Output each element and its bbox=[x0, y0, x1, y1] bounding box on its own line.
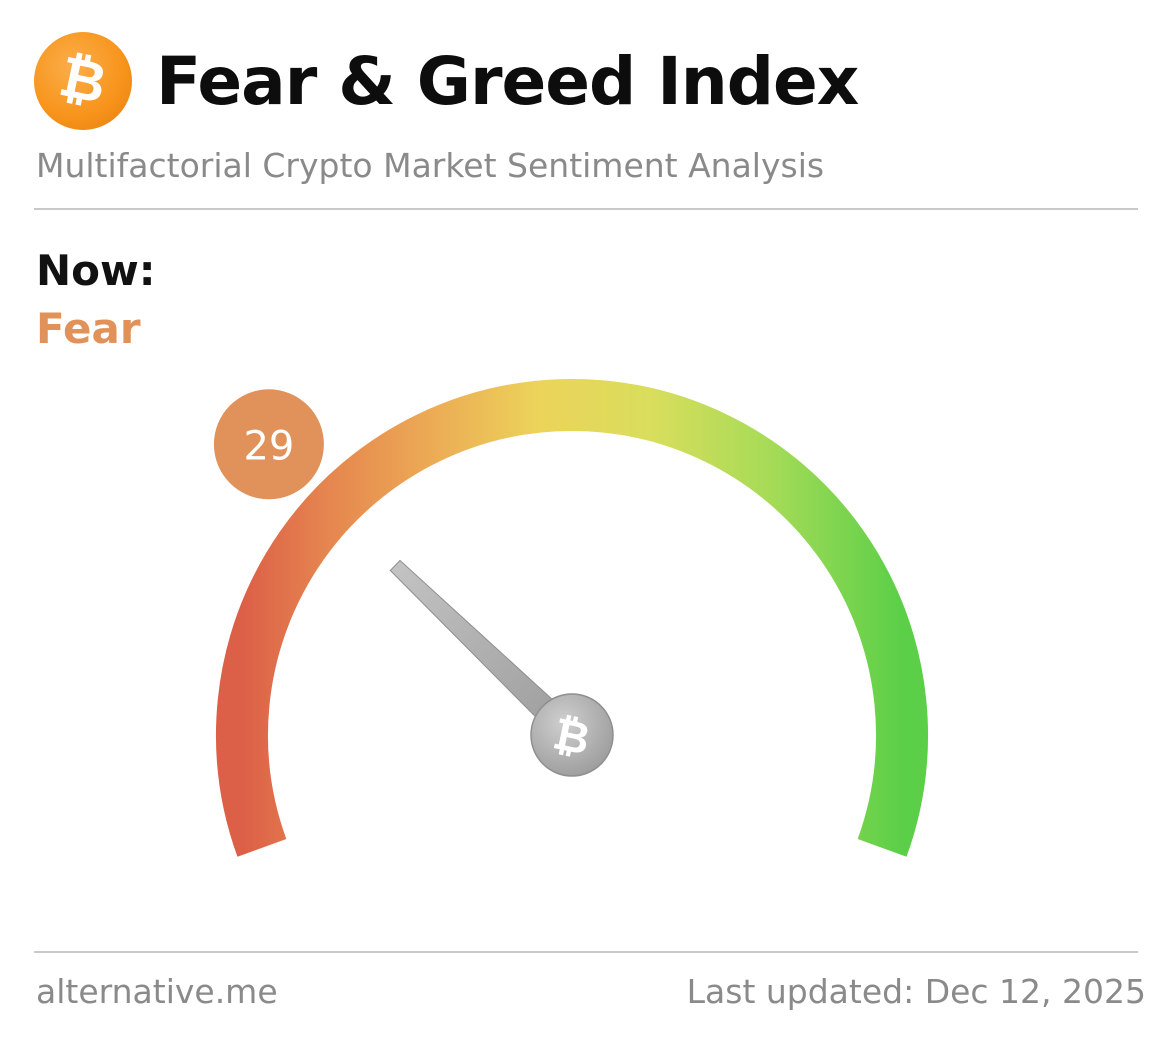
gauge-hub: ₿ bbox=[530, 693, 614, 777]
top-divider bbox=[34, 208, 1138, 210]
bitcoin-logo-icon: ₿ bbox=[34, 32, 132, 130]
classification-text: Fear bbox=[36, 304, 141, 353]
page-title: Fear & Greed Index bbox=[156, 42, 859, 120]
last-updated: Last updated: Dec 12, 2025 bbox=[686, 972, 1146, 1011]
header: ₿ Fear & Greed Index bbox=[34, 32, 859, 130]
bottom-divider bbox=[34, 951, 1138, 953]
gauge-arc bbox=[216, 379, 928, 857]
page-subtitle: Multifactorial Crypto Market Sentiment A… bbox=[36, 146, 825, 185]
now-label: Now: bbox=[36, 246, 156, 295]
value-number: 29 bbox=[243, 423, 294, 469]
value-badge: 29 bbox=[213, 389, 324, 500]
source-link[interactable]: alternative.me bbox=[36, 972, 278, 1011]
